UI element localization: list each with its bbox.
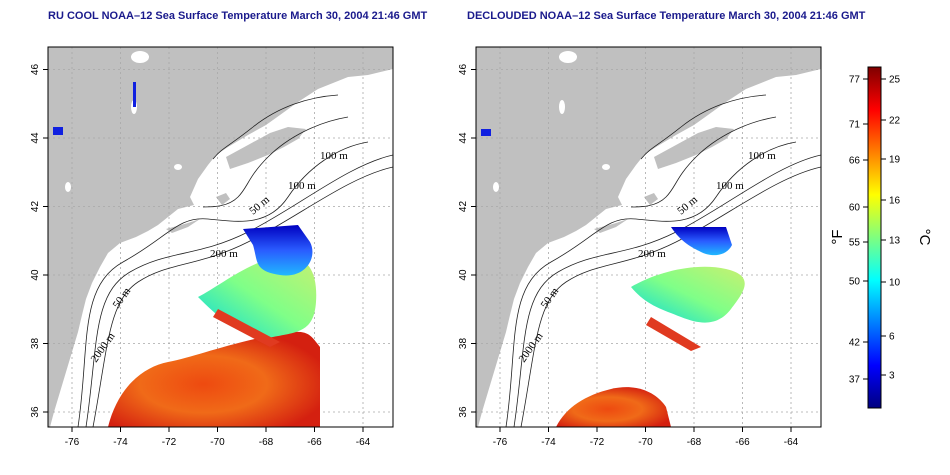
land-cape-cod — [644, 193, 658, 205]
contour-200m — [85, 154, 393, 427]
sst-mid-shelf — [631, 266, 745, 323]
contour-label: 100 m — [716, 180, 744, 192]
fahrenheit-tick-label: 66 — [849, 156, 861, 167]
lake — [131, 51, 149, 63]
contour-50m — [630, 116, 777, 208]
contour-label: 100 m — [320, 150, 348, 162]
lon-tick-label: -68 — [259, 437, 274, 448]
celsius-unit-label: °C — [916, 229, 933, 246]
contour-100m — [77, 141, 369, 427]
sst-warm-gulf-stream — [556, 387, 671, 427]
celsius-tick-label: 6 — [889, 332, 895, 343]
sst-warm-filament — [213, 309, 280, 347]
lake — [559, 51, 577, 63]
lat-tick-label: 42 — [458, 201, 469, 213]
sst-warm-filament — [646, 317, 701, 351]
colorbar-gradient — [867, 66, 882, 409]
contour-label: 100 m — [748, 150, 776, 162]
fahrenheit-tick-label: 60 — [849, 203, 861, 214]
lat-tick-label: 44 — [458, 132, 469, 144]
celsius-tick-label: 16 — [889, 196, 901, 207]
contour-label: 200 m — [210, 248, 238, 260]
lon-tick-label: -70 — [210, 437, 225, 448]
lake — [559, 100, 565, 114]
left-map-title: RU COOL NOAA–12 Sea Surface Temperature … — [48, 10, 428, 22]
map-frame — [475, 46, 822, 428]
contour-label: 100 m — [288, 180, 316, 192]
lon-tick-label: -66 — [307, 437, 322, 448]
lon-tick-label: -64 — [784, 437, 799, 448]
sst-warm-gulf-stream — [108, 331, 320, 427]
lat-tick-label: 42 — [30, 201, 41, 213]
sst-cold-shelf — [671, 227, 732, 256]
celsius-tick-label: 3 — [889, 371, 895, 382]
celsius-tick-label: 25 — [889, 75, 901, 86]
lat-tick-label: 40 — [30, 269, 41, 281]
contour-2000m — [520, 166, 821, 427]
right-map-title: DECLOUDED NOAA–12 Sea Surface Temperatur… — [467, 10, 866, 22]
lat-tick-label: 46 — [458, 64, 469, 76]
lake — [493, 182, 499, 192]
lon-tick-label: -72 — [590, 437, 605, 448]
celsius-tick-label: 22 — [889, 116, 901, 127]
land-long-island — [166, 219, 200, 233]
celsius-tick-label: 10 — [889, 278, 901, 289]
sst-coastal-blue — [53, 127, 63, 135]
sst-cold-shelf — [243, 225, 313, 276]
land-newfoundland — [348, 55, 393, 65]
contour-200m — [513, 154, 821, 427]
colorbar: 77 71 66 60 55 50 42 37 25 22 19 16 13 10 6 3 °F °C — [829, 66, 933, 409]
lon-tick-label: -68 — [687, 437, 702, 448]
lon-tick-label: -74 — [113, 437, 128, 448]
land-mainland — [476, 47, 821, 427]
lake — [65, 182, 71, 192]
lon-tick-label: -72 — [162, 437, 177, 448]
fahrenheit-tick-label: 71 — [849, 120, 861, 131]
contour-nearshore — [212, 94, 339, 160]
celsius-tick-label: 19 — [889, 155, 901, 166]
land-cape-cod — [216, 193, 230, 205]
sst-coastal-blue — [481, 129, 491, 136]
fahrenheit-tick-label: 50 — [849, 277, 861, 288]
lat-tick-label: 44 — [30, 132, 41, 144]
contour-nearshore — [640, 94, 767, 160]
fahrenheit-unit-label: °F — [829, 229, 846, 244]
fahrenheit-tick-label: 77 — [849, 75, 861, 86]
lon-tick-label: -70 — [638, 437, 653, 448]
land-mainland — [48, 47, 393, 427]
contour-label: 200 m — [638, 248, 666, 260]
sst-lake-blue — [133, 82, 136, 107]
contour-50m — [202, 116, 349, 208]
fahrenheit-tick-label: 55 — [849, 238, 861, 249]
lon-tick-label: -76 — [493, 437, 508, 448]
lat-tick-label: 38 — [458, 338, 469, 350]
lake — [174, 164, 182, 170]
lat-tick-label: 46 — [30, 64, 41, 76]
land-newfoundland — [776, 55, 821, 65]
lat-tick-label: 36 — [458, 406, 469, 418]
map-frame — [47, 46, 394, 428]
contour-100m — [505, 141, 797, 427]
lon-tick-label: -76 — [65, 437, 80, 448]
lat-tick-label: 36 — [30, 406, 41, 418]
fahrenheit-tick-label: 42 — [849, 338, 861, 349]
celsius-tick-label: 13 — [889, 236, 901, 247]
lon-tick-label: -74 — [541, 437, 556, 448]
contour-2000m — [92, 166, 393, 427]
fahrenheit-tick-label: 37 — [849, 375, 861, 386]
land-long-island — [594, 219, 628, 233]
lat-tick-label: 40 — [458, 269, 469, 281]
lon-tick-label: -64 — [356, 437, 371, 448]
lake — [602, 164, 610, 170]
lon-tick-label: -66 — [735, 437, 750, 448]
lat-tick-label: 38 — [30, 338, 41, 350]
